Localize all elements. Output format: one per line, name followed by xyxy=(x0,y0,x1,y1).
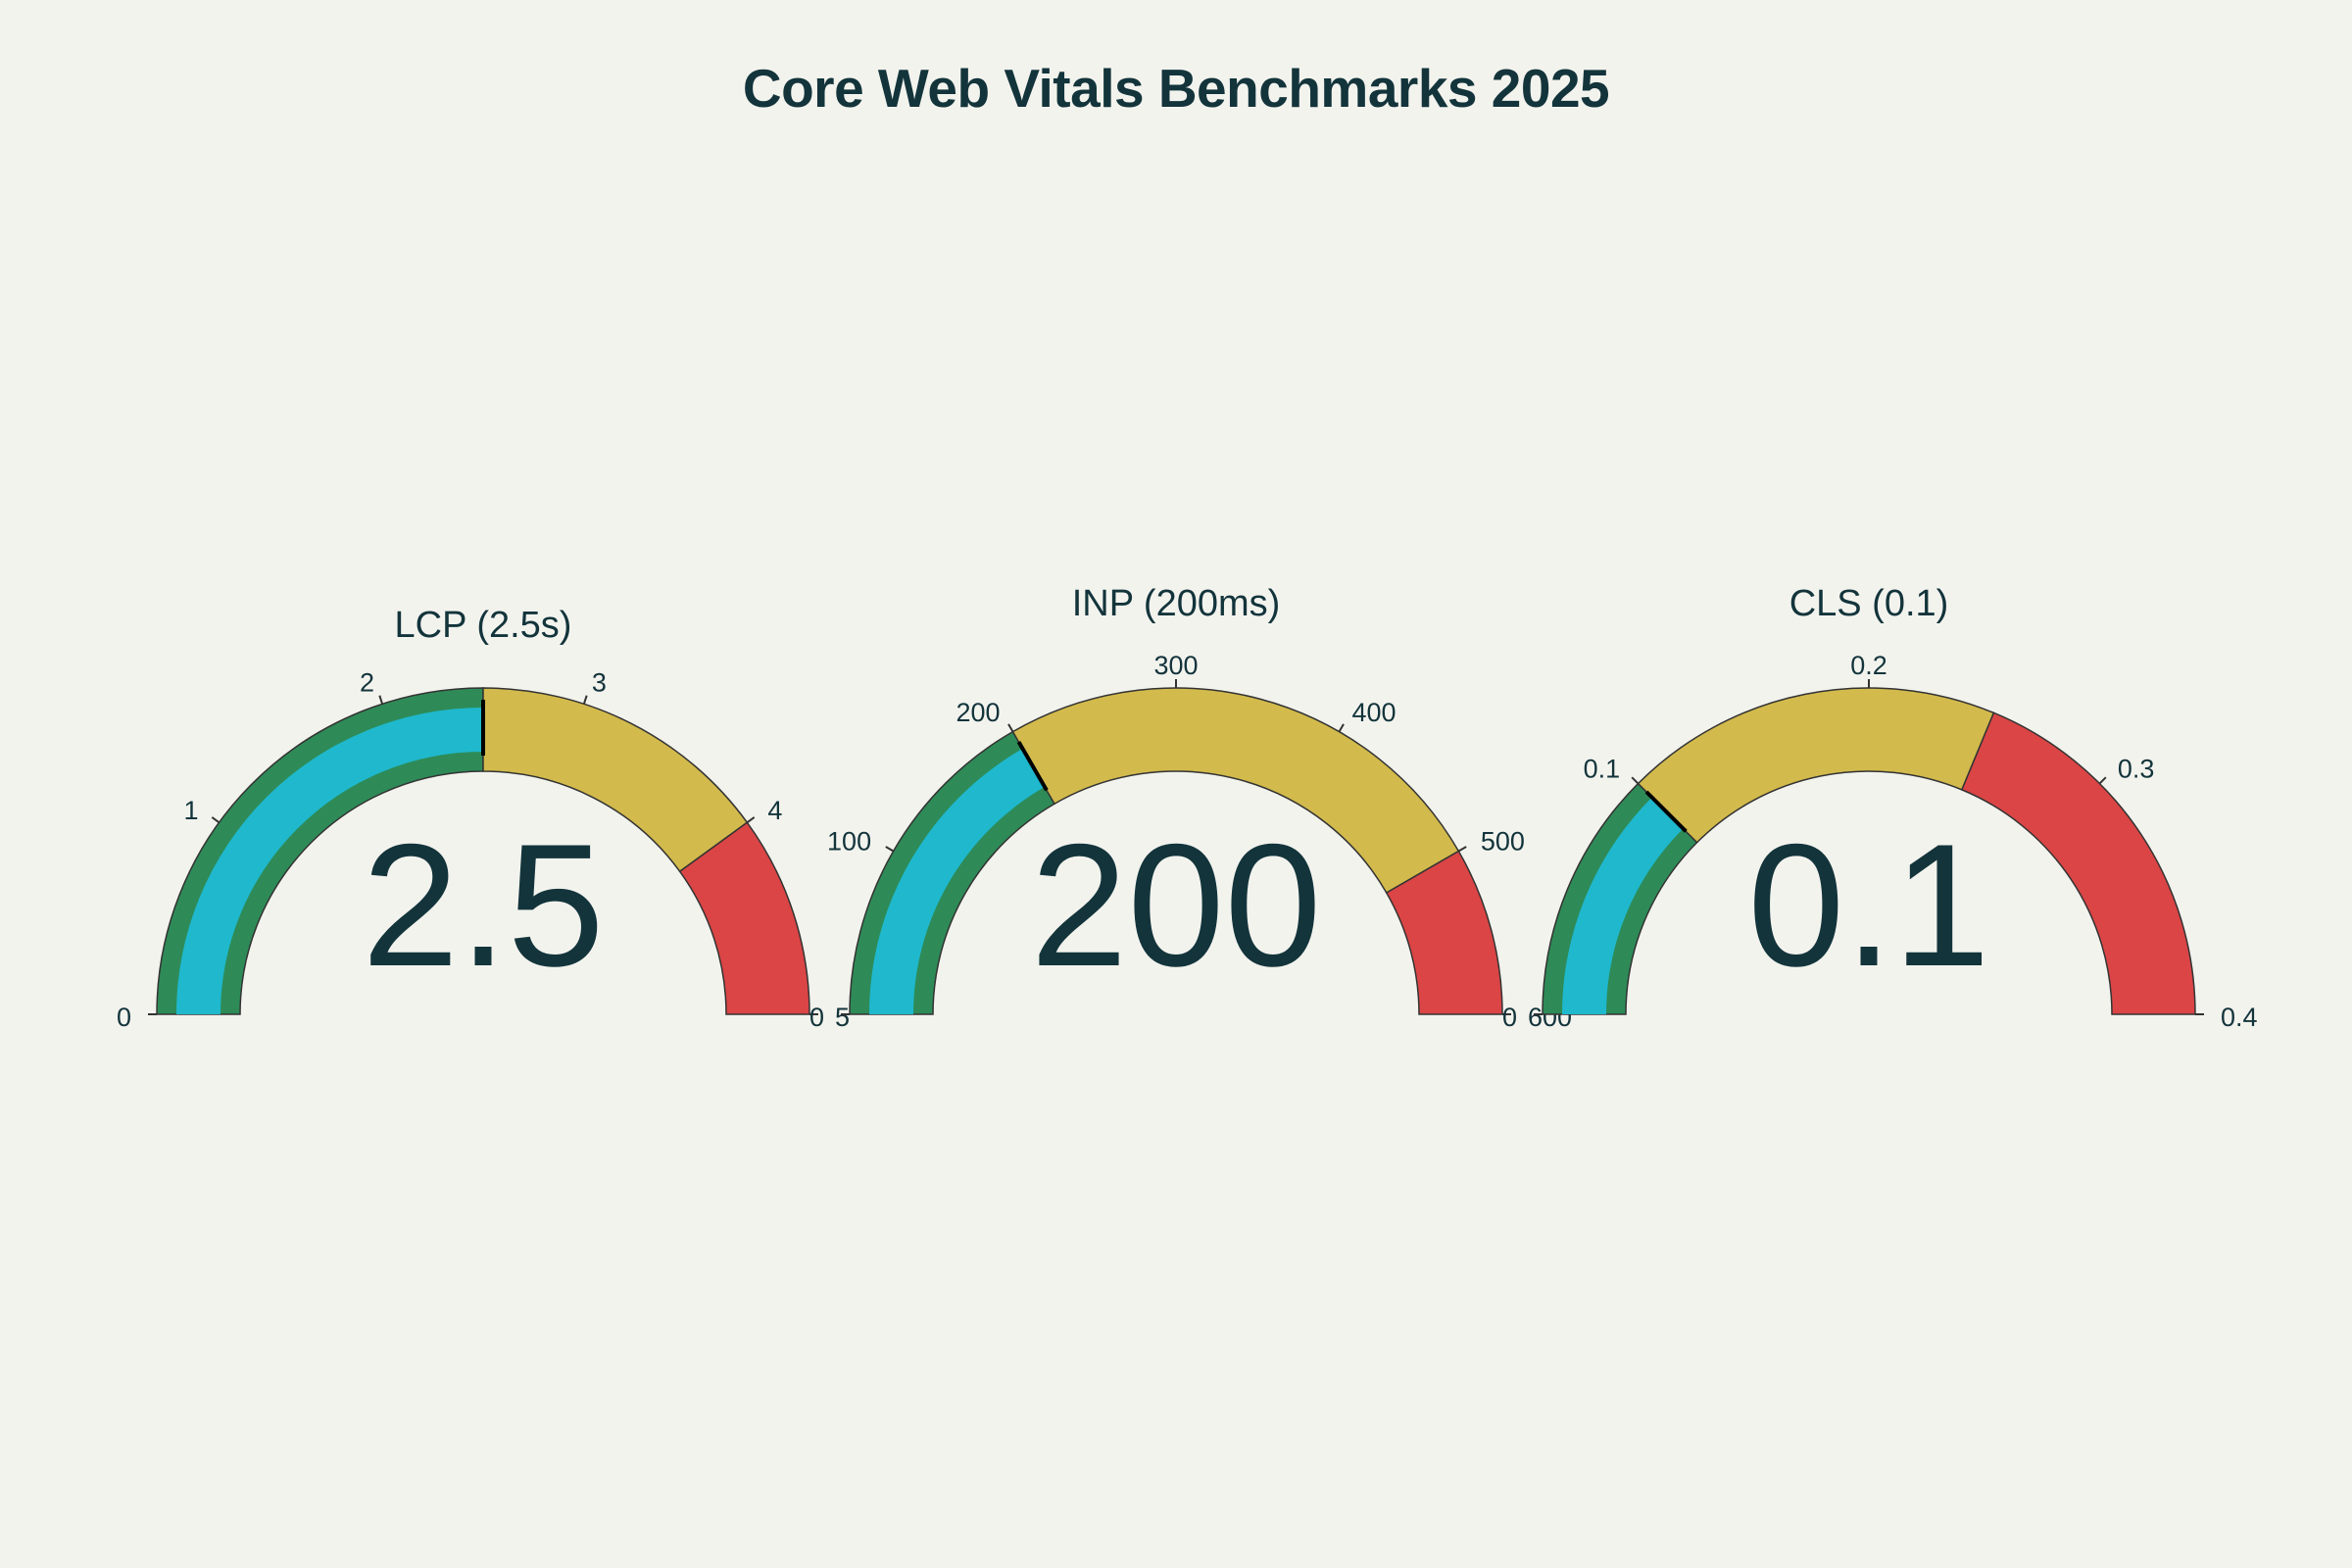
gauge-title: INP (200ms) xyxy=(1072,583,1281,624)
gauge-tick-label: 0 xyxy=(117,1003,131,1032)
gauge-tick xyxy=(1007,723,1014,733)
gauge-tick-label: 0.4 xyxy=(2221,1003,2258,1032)
gauge-tick xyxy=(1457,846,1467,853)
gauge-threshold-line xyxy=(1644,790,1688,833)
gauge-tick-label: 3 xyxy=(592,668,607,698)
gauge-tick xyxy=(2098,776,2107,785)
gauge-tick-label: 4 xyxy=(767,796,782,825)
gauge-tick xyxy=(885,846,895,853)
gauge-value-bar xyxy=(1562,797,1684,1014)
gauge-tick xyxy=(211,816,220,824)
gauge-tick xyxy=(1338,723,1345,733)
gauge-tick-label: 1 xyxy=(184,796,199,825)
gauge-title: LCP (2.5s) xyxy=(395,605,572,646)
gauge-step-poor xyxy=(1960,711,2196,1015)
gauge-tick-label: 0.3 xyxy=(2118,754,2155,783)
gauge-value-bar xyxy=(176,708,483,1014)
gauge-tick-label: 0.2 xyxy=(1850,651,1887,680)
gauge-2: 0 0.1 0.2 0.3 0.4 CLS (0.1) 0.1 xyxy=(1502,583,2258,1032)
gauge-tick-label: 500 xyxy=(1481,827,1525,857)
gauge-tick-label: 300 xyxy=(1153,651,1198,680)
gauge-tick-label: 400 xyxy=(1352,698,1396,727)
gauge-tick-label: 200 xyxy=(956,698,1000,727)
gauge-step-good xyxy=(156,687,484,1015)
gauge-tick xyxy=(582,695,588,705)
gauge-tick-label: 5 xyxy=(835,1003,850,1032)
gauge-0: 0 1 2 3 4 5 LCP (2.5s) 2.5 xyxy=(117,605,850,1032)
chart-title: Core Web Vitals Benchmarks 2025 xyxy=(742,58,1610,119)
gauge-title: CLS (0.1) xyxy=(1789,583,1949,624)
gauge-tick xyxy=(378,695,384,705)
gauge-threshold-line xyxy=(1016,741,1049,792)
gauge-step-needs_improvement xyxy=(1011,687,1460,895)
gauge-tick xyxy=(1631,776,1640,785)
gauge-value-bar xyxy=(869,748,1045,1014)
gauge-tick-label: 100 xyxy=(827,827,871,857)
gauge-value-number: 0.1 xyxy=(1747,808,1989,1003)
gauge-tick-label: 0.1 xyxy=(1584,754,1621,783)
gauge-tick-label: 0 xyxy=(1502,1003,1517,1032)
gauge-tick-label: 2 xyxy=(360,668,374,698)
gauge-value-number: 200 xyxy=(1031,808,1322,1003)
gauge-tick xyxy=(746,816,756,824)
gauge-tick-label: 0 xyxy=(809,1003,824,1032)
gauge-value-number: 2.5 xyxy=(362,808,604,1003)
